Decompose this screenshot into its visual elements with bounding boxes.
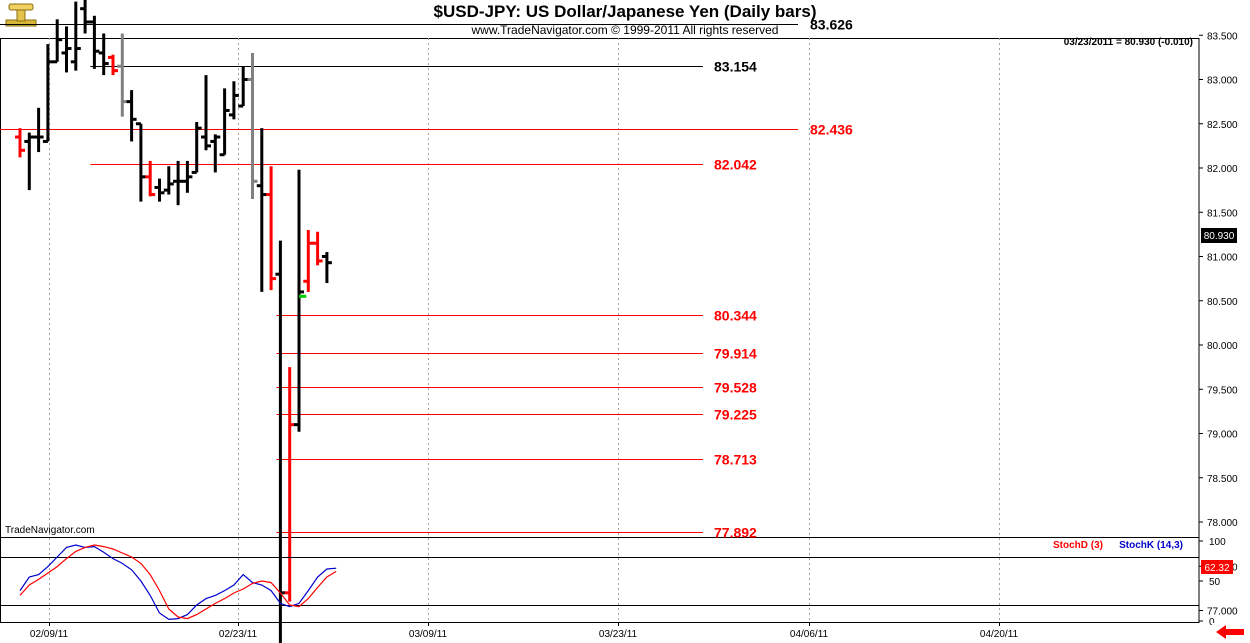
ohlc-bar [266,166,277,291]
stochd-label: StochD (3) [1053,540,1103,551]
level-label: 82.436 [810,122,853,138]
ohlc-bar [61,26,72,73]
date-axis: 02/09/11 02/23/11 03/09/11 03/23/11 04/06/11… [30,622,1019,640]
ohlc-bar [275,240,286,643]
y-tick-label: 82.000 [1207,164,1238,175]
stoch-last-badge: 62.32 [1201,560,1233,574]
level-label: 79.914 [714,346,757,362]
stochk-label: StochK (14,3) [1119,540,1183,551]
level-label: 79.225 [714,407,757,423]
ohlc-bar [238,66,249,108]
level-label: 79.528 [714,380,757,396]
stochastic-panel: 100 50 0 [0,537,1226,628]
ohlc-bar [303,229,314,292]
ohlc-bar [117,33,128,117]
last-price-label: 80.930 [1204,231,1235,242]
price-panel [0,38,1200,623]
logo-icon [5,3,37,27]
watermark: TradeNavigator.com [5,525,95,536]
ohlc-bar [154,178,165,202]
ohlc-bar [70,1,81,71]
ohlc-bar [256,128,267,292]
x-tick-label: 02/23/11 [219,629,258,640]
ohlc-bar [191,121,202,174]
y-tick-label: 80.000 [1207,341,1238,352]
stochd-line [19,544,337,620]
ohlc-bar [228,81,239,120]
y-tick-label: 82.500 [1207,120,1238,131]
ohlc-bar [201,75,211,151]
y-tick-label: 83.500 [1207,31,1238,42]
x-tick-label: 03/09/11 [409,629,448,640]
ohlc-bar [173,160,184,206]
ohlc-bar [284,367,295,602]
ohlc-bar [135,122,146,202]
ohlc-bar [219,88,230,157]
ohlc-bar [15,128,25,158]
y-tick-label: 80.500 [1207,297,1238,308]
last-price-badge: 80.930 [1201,228,1237,243]
ohlc-bar [33,107,44,153]
y-tick-label: 78.000 [1207,518,1238,529]
ohlc-bar [210,134,221,173]
x-tick-label: 02/09/11 [30,629,69,640]
level-lines: 83.626 83.154 82.436 82.042 80.344 79.914 79.5… [0,17,853,541]
stoch-last-label: 62.32 [1204,563,1229,574]
ohlc-bar [321,252,332,284]
grid [49,38,1000,622]
ohlc-bar [89,15,100,69]
level-label: 78.713 [714,452,757,468]
y-tick-label: 77.000 [1207,607,1238,618]
x-tick-label: 04/06/11 [790,629,829,640]
ohlc-bar [108,54,118,76]
ohlc-bar [294,169,304,432]
level-label: 83.626 [810,17,853,33]
stoch-tick-label: 100 [1209,537,1226,548]
ohlc-bar [163,166,174,195]
y-tick-label: 79.500 [1207,385,1238,396]
ohlc-bar [126,90,137,142]
level-label: 80.344 [714,308,757,324]
stoch-tick-label: 0 [1209,617,1215,628]
level-label: 77.892 [714,525,757,541]
chart-subtitle: www.TradeNavigator.com © 1999-2011 All r… [471,23,779,37]
level-label: 82.042 [714,157,757,173]
ohlc-bar [24,132,35,191]
y-tick-label: 81.500 [1207,208,1238,219]
chart-title: $USD-JPY: US Dollar/Japanese Yen (Daily … [434,2,817,21]
price-bars [15,0,332,643]
x-tick-label: 03/23/11 [599,629,638,640]
scroll-left-arrow-icon[interactable] [1212,623,1248,641]
y-tick-label: 83.000 [1207,76,1238,87]
ohlc-bar [52,19,63,64]
ohlc-bar [182,160,193,193]
stoch-tick-label: 50 [1209,577,1221,588]
ohlc-bar [247,52,258,199]
x-tick-label: 04/20/11 [980,629,1019,640]
ohlc-bar [312,231,323,266]
ohlc-bar [42,44,53,143]
ohlc-bar [80,0,91,34]
ohlc-bar [98,33,109,76]
y-tick-label: 78.500 [1207,474,1238,485]
quote-readout: 03/23/2011 = 80.930 (-0.010) [1064,37,1193,48]
y-tick-label: 79.000 [1207,430,1238,441]
y-tick-label: 81.000 [1207,253,1238,264]
stochk-line [19,544,337,621]
ohlc-bar [145,160,156,197]
level-label: 83.154 [714,59,757,75]
